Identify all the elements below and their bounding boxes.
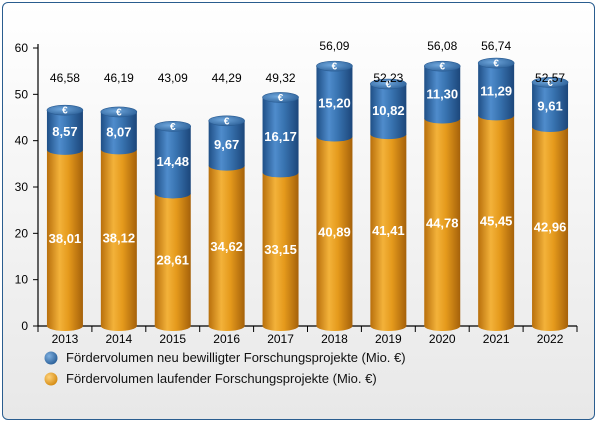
data-label-running: 44,78: [426, 215, 459, 230]
data-label-running: 42,96: [534, 219, 567, 234]
y-tick-label: 20: [15, 226, 29, 240]
y-tick-label: 50: [15, 87, 29, 101]
bar-cap: [423, 60, 461, 72]
bar-cap: [262, 92, 299, 103]
bar-cap: [370, 78, 407, 90]
total-label: 43,09: [158, 71, 188, 85]
bar-running: [316, 136, 353, 332]
bar-running: [370, 134, 407, 332]
data-label-new: 15,20: [318, 95, 351, 110]
data-label-new: 9,67: [214, 137, 239, 152]
data-label-new: 9,61: [537, 99, 562, 114]
total-label: 44,29: [212, 71, 242, 85]
bar-new: [262, 97, 299, 178]
data-label-new: 11,30: [426, 86, 458, 101]
legend-label-new: Fördervolumen neu bewilligter Forschungs…: [66, 350, 406, 365]
x-tick-label: 2013: [52, 332, 79, 346]
total-label: 46,19: [104, 71, 134, 85]
data-label-running: 38,12: [103, 231, 136, 246]
bar-cap: [100, 106, 138, 118]
y-tick-label: 30: [15, 180, 29, 194]
bar-cap: [316, 60, 353, 72]
total-label: 46,58: [50, 71, 80, 85]
legend-item-new: Fördervolumen neu bewilligter Forschungs…: [44, 350, 406, 365]
total-label: 56,74: [481, 39, 511, 53]
x-tick-label: 2022: [537, 332, 564, 346]
bar-new: [532, 82, 569, 132]
legend-item-running: Fördervolumen laufender Forschungsprojek…: [44, 371, 377, 386]
x-tick-label: 2019: [375, 332, 402, 346]
bar-new: [208, 120, 245, 171]
total-label: 56,08: [427, 39, 457, 53]
y-tick-label: 0: [21, 319, 28, 333]
bar-running: [478, 115, 515, 331]
legend-label-running: Fördervolumen laufender Forschungsprojek…: [66, 371, 377, 386]
data-label-new: 14,48: [156, 154, 189, 169]
x-tick-label: 2020: [429, 332, 456, 346]
data-label-running: 33,15: [264, 242, 297, 257]
euro-symbol: €: [170, 122, 176, 133]
bar-running: [100, 149, 137, 331]
euro-symbol: €: [224, 116, 230, 127]
total-label: 49,32: [266, 71, 296, 85]
euro-symbol: €: [62, 106, 68, 117]
bar-new: [370, 84, 407, 140]
bar-new: [316, 66, 353, 142]
data-label-new: 16,17: [264, 129, 297, 144]
bar-cap: [154, 121, 192, 132]
x-tick-label: 2021: [483, 332, 510, 346]
total-label: 56,09: [319, 39, 349, 53]
euro-symbol: €: [493, 59, 499, 70]
y-tick-label: 10: [15, 273, 29, 287]
x-tick-label: 2016: [213, 332, 240, 346]
data-label-running: 28,61: [156, 253, 189, 268]
y-tick-label: 40: [15, 134, 29, 148]
euro-symbol: €: [332, 62, 338, 73]
data-label-new: 8,57: [52, 124, 77, 139]
x-tick-label: 2014: [105, 332, 132, 346]
data-label-running: 45,45: [480, 214, 513, 229]
bar-running: [46, 149, 83, 331]
data-label-new: 10,82: [372, 103, 405, 118]
bar-new: [154, 126, 191, 199]
bar-running: [154, 193, 191, 332]
bar-new: [46, 110, 83, 155]
bar-new: [100, 111, 137, 155]
bar-running: [424, 118, 461, 332]
bar-cap: [531, 77, 569, 88]
total-label: 52,57: [535, 71, 565, 85]
data-labels: 38,01 8,57 46,58 38,12 8,07 46,19 28,61 14,48 43…: [49, 39, 567, 268]
legend-dot-new: [44, 351, 58, 364]
data-label-running: 34,62: [210, 239, 243, 254]
bar-cap: [477, 57, 515, 69]
data-label-running: 41,41: [372, 223, 405, 238]
euro-symbol: €: [386, 80, 392, 91]
x-tick-label: 2015: [159, 332, 186, 346]
y-tick-label: 60: [15, 41, 29, 55]
euro-symbol: €: [116, 107, 122, 118]
data-label-running: 40,89: [318, 224, 351, 239]
data-label-new: 8,07: [106, 125, 131, 140]
bar-running: [208, 165, 245, 332]
x-tick-label: 2017: [267, 332, 294, 346]
total-label: 52,23: [373, 71, 403, 85]
x-tick-label: 2018: [321, 332, 348, 346]
euro-symbol: €: [278, 93, 284, 104]
bar-new: [424, 66, 461, 124]
bar-new: [478, 63, 515, 121]
data-label-new: 11,29: [480, 83, 512, 98]
bar-running: [532, 126, 569, 332]
euro-symbol: €: [439, 62, 445, 73]
bars: € € € € € € € € € €: [46, 57, 569, 332]
bar-cap: [46, 104, 84, 116]
bar-cap: [208, 115, 245, 127]
data-label-running: 38,01: [49, 231, 82, 246]
euro-symbol: €: [547, 78, 553, 89]
legend-dot-running: [44, 372, 58, 385]
bar-running: [262, 172, 299, 332]
